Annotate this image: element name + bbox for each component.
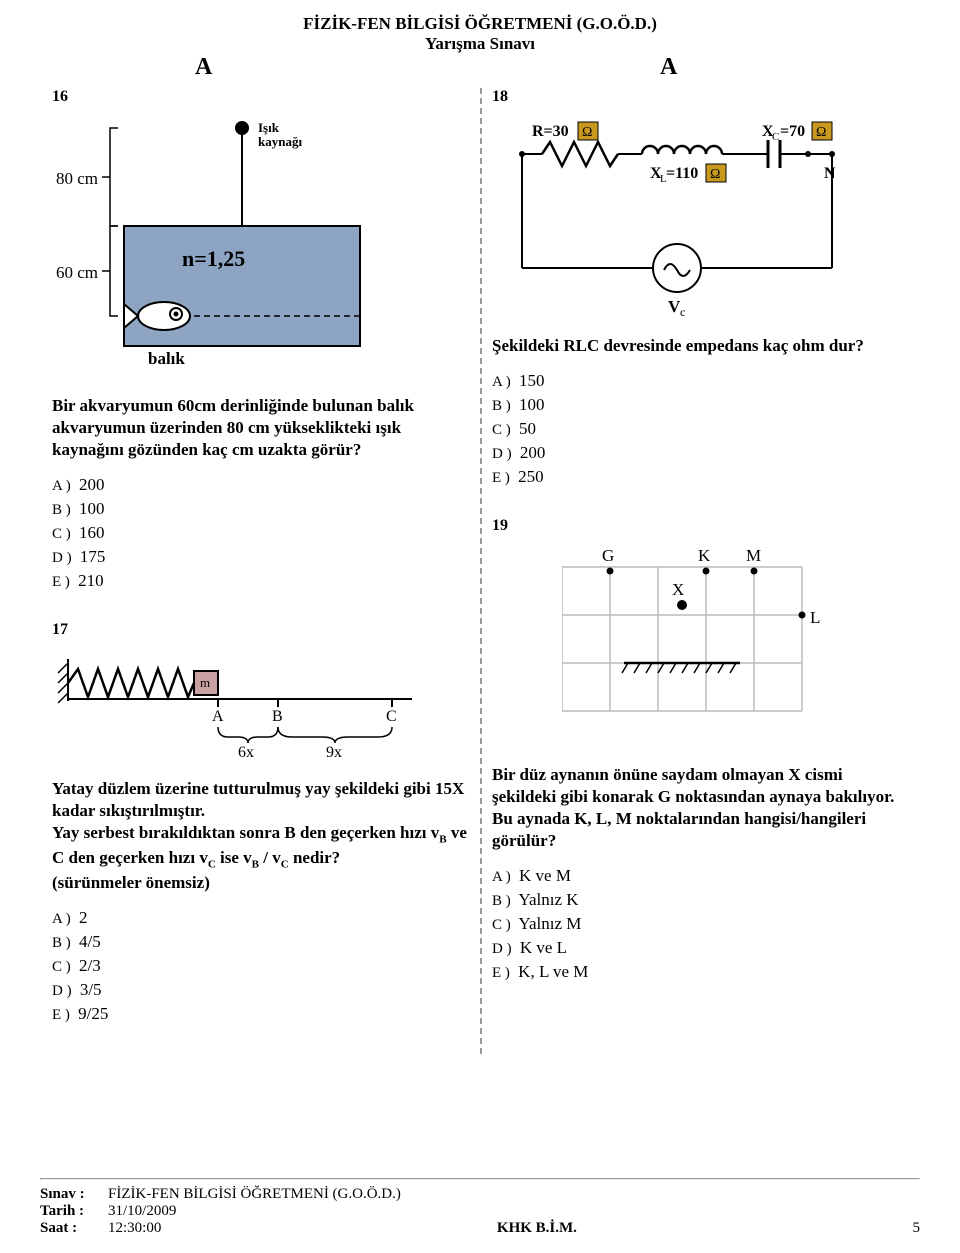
q18-opt-c: 50 (519, 419, 536, 438)
question-17: 17 m (52, 621, 468, 1024)
q16-opt-a: 200 (79, 475, 105, 494)
svg-text:C: C (772, 131, 779, 143)
svg-text:C: C (386, 708, 397, 725)
q16-opt-b: 100 (79, 499, 105, 518)
svg-text:X: X (672, 580, 684, 599)
q17-number: 17 (52, 621, 68, 639)
svg-text:N: N (824, 165, 836, 182)
q16-text: Bir akvaryumun 60cm derinliğinde bulunan… (52, 395, 468, 461)
footer-time-value: 12:30:00 (108, 1220, 161, 1237)
question-18: 18 R=30 Ω XC=70 Ω (492, 88, 908, 487)
q18-opt-b: 100 (519, 395, 545, 414)
svg-text:=70: =70 (780, 123, 805, 140)
q18-opt-d: 200 (520, 443, 546, 462)
svg-text:c: c (680, 305, 685, 318)
question-16: 16 Işık kaynağı 80 cm n=1,25 (52, 88, 468, 591)
q19-figure: G K M X L (562, 547, 908, 752)
q17-opt-b: 4/5 (79, 932, 101, 951)
col-marker-left: A (195, 54, 212, 81)
q19-number: 19 (492, 517, 508, 535)
q19-opt-a: K ve M (519, 866, 571, 885)
column-divider (480, 88, 482, 1054)
q16-number: 16 (52, 88, 68, 106)
svg-text:Ω: Ω (582, 125, 592, 140)
q17-opt-d: 3/5 (80, 980, 102, 999)
footer-time-label: Saat : (40, 1220, 108, 1237)
svg-text:=110: =110 (666, 165, 698, 182)
q18-options: A ) 150 B ) 100 C ) 50 D ) 200 E ) 250 (492, 371, 908, 487)
q16-medium-label: n=1,25 (182, 246, 245, 271)
q17-text: Yatay düzlem üzerine tutturulmuş yay şek… (52, 778, 468, 894)
q16-60cm-label: 60 cm (56, 263, 98, 282)
header-title-1: FİZİK-FEN BİLGİSİ ÖĞRETMENİ (G.O.Ö.D.) (0, 14, 960, 34)
q16-80cm-label: 80 cm (56, 169, 98, 188)
q16-opt-e: 210 (78, 571, 104, 590)
q16-options: A ) 200 B ) 100 C ) 160 D ) 175 E ) 210 (52, 475, 468, 591)
content-columns: 16 Işık kaynağı 80 cm n=1,25 (0, 88, 960, 1054)
svg-text:L: L (810, 608, 820, 627)
q16-figure: Işık kaynağı 80 cm n=1,25 60 cm (52, 118, 468, 383)
question-19: 19 G K M (492, 517, 908, 982)
page-header: FİZİK-FEN BİLGİSİ ÖĞRETMENİ (G.O.Ö.D.) Y… (0, 0, 960, 54)
footer-date-label: Tarih : (40, 1203, 108, 1220)
q17-block-label: m (200, 675, 210, 690)
svg-text:Ω: Ω (816, 125, 826, 140)
q16-light-label: Işık (258, 120, 280, 135)
footer-exam-value: FİZİK-FEN BİLGİSİ ÖĞRETMENİ (G.O.Ö.D.) (108, 1186, 401, 1203)
column-markers: A A (0, 54, 960, 88)
svg-text:B: B (272, 708, 283, 725)
svg-text:9x: 9x (326, 744, 342, 761)
left-column: 16 Işık kaynağı 80 cm n=1,25 (40, 88, 480, 1054)
svg-text:M: M (746, 547, 761, 565)
q16-opt-c: 160 (79, 523, 105, 542)
svg-text:K: K (698, 547, 711, 565)
footer-page-number: 5 (912, 1220, 920, 1237)
q16-fish-label: balık (148, 349, 185, 368)
q19-opt-d: K ve L (520, 938, 567, 957)
svg-text:R=30: R=30 (532, 123, 569, 140)
svg-text:Ω: Ω (710, 167, 720, 182)
q17-options: A ) 2 B ) 4/5 C ) 2/3 D ) 3/5 E ) 9/25 (52, 908, 468, 1024)
q18-text: Şekildeki RLC devresinde empedans kaç oh… (492, 335, 908, 357)
q17-opt-a: 2 (79, 908, 88, 927)
q18-opt-e: 250 (518, 467, 544, 486)
svg-text:A: A (212, 708, 224, 725)
q18-opt-a: 150 (519, 371, 545, 390)
q17-opt-e: 9/25 (78, 1004, 108, 1023)
q19-text: Bir düz aynanın önüne saydam olmayan X c… (492, 764, 908, 852)
svg-text:6x: 6x (238, 744, 254, 761)
q17-opt-c: 2/3 (79, 956, 101, 975)
svg-text:kaynağı: kaynağı (258, 134, 302, 149)
col-marker-right: A (660, 54, 677, 81)
page-footer: Sınav :FİZİK-FEN BİLGİSİ ÖĞRETMENİ (G.O.… (40, 1178, 920, 1237)
footer-date-value: 31/10/2009 (108, 1203, 176, 1220)
q18-number: 18 (492, 88, 508, 106)
q17-figure: m A B C 6x 9x (52, 651, 468, 766)
q19-opt-b: Yalnız K (518, 890, 578, 909)
footer-center: KHK B.İ.M. (497, 1220, 577, 1237)
q19-opt-c: Yalnız M (518, 914, 581, 933)
q16-opt-d: 175 (80, 547, 106, 566)
right-column: 18 R=30 Ω XC=70 Ω (480, 88, 920, 1054)
header-title-2: Yarışma Sınavı (0, 34, 960, 54)
q19-options: A ) K ve M B ) Yalnız K C ) Yalnız M D )… (492, 866, 908, 982)
q19-opt-e: K, L ve M (518, 962, 588, 981)
footer-exam-label: Sınav : (40, 1186, 108, 1203)
q18-figure: R=30 Ω XC=70 Ω (492, 118, 908, 323)
svg-text:G: G (602, 547, 614, 565)
